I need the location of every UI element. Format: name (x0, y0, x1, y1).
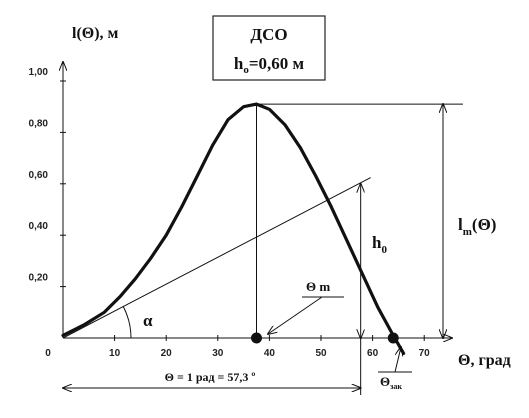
theta-m-arrow (268, 296, 323, 334)
y-tick-label: 0,80 (29, 118, 49, 129)
chart-subtitle: ho=0,60 м (234, 54, 305, 76)
theta-m-point (251, 332, 262, 344)
x-ticks: 0 10 20 30 40 50 60 70 (45, 335, 430, 359)
title-box (212, 15, 326, 81)
y-tick-label: 0,40 (29, 221, 49, 232)
h0-label: h0 (372, 233, 387, 256)
series-line (61, 102, 406, 355)
x-tick-label: 70 (419, 348, 431, 359)
x-tick-label: 0 (45, 348, 51, 359)
alpha-label: α (143, 311, 153, 330)
x-axis-label: Θ, град (458, 352, 511, 369)
x-tick-label: 40 (264, 348, 276, 359)
y-tick-label: 1,00 (29, 67, 49, 78)
theta-vanish-point (387, 332, 399, 344)
lm-label: lm(Θ) (458, 215, 496, 238)
alpha-arc (122, 306, 132, 339)
x-tick-label: 30 (212, 348, 224, 359)
y-ticks: 0,20 0,40 0,60 0,80 1,00 (29, 67, 66, 288)
theta-m-label: Θ m (306, 279, 330, 294)
x-tick-label: 10 (109, 348, 121, 359)
tangent-line (62, 177, 371, 339)
x-tick-label: 20 (161, 348, 173, 359)
theta-vanish-label: Θзак (380, 374, 402, 391)
x-tick-label: 60 (367, 348, 379, 359)
y-tick-label: 0,60 (29, 170, 49, 181)
theta-vanish-arrow (394, 347, 401, 373)
y-tick-label: 0,20 (29, 273, 49, 284)
y-axis-label: l(Θ), м (72, 25, 119, 42)
chart-title: ДСО (250, 25, 287, 44)
x-tick-label: 50 (315, 348, 327, 359)
rad-label: Θ = 1 рад = 57,3 º (165, 370, 256, 384)
